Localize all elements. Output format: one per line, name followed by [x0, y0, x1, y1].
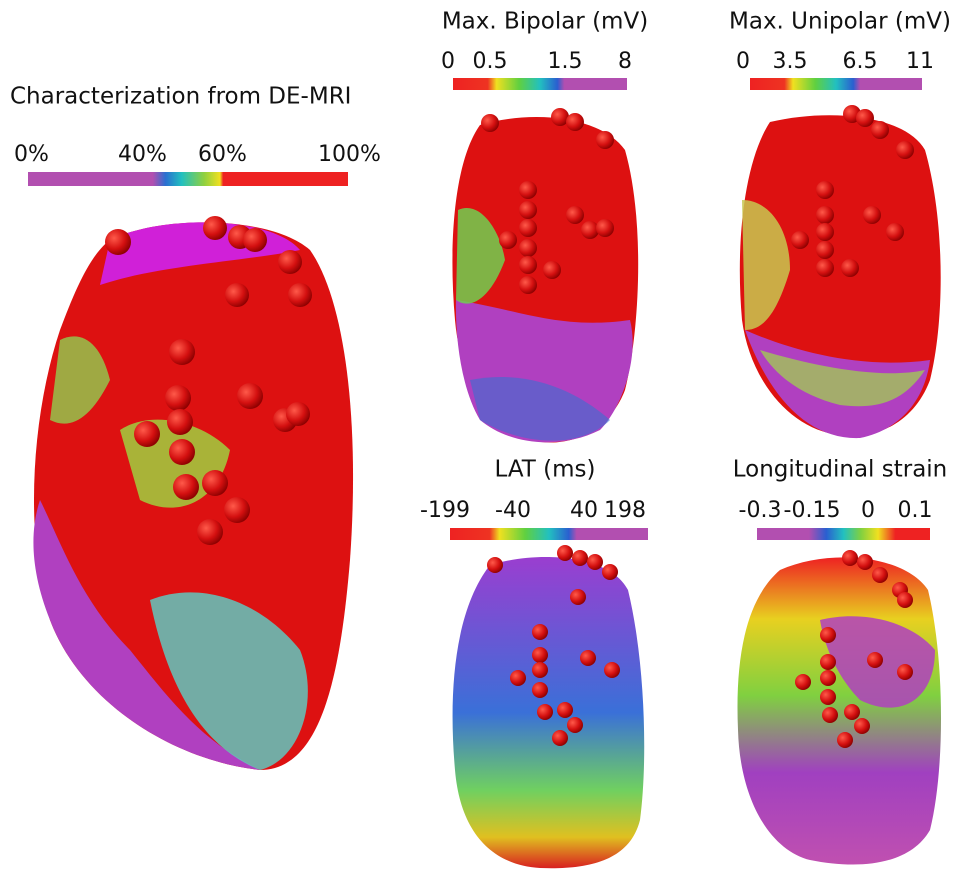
heart [740, 105, 941, 438]
colorbar-label: 198 [604, 498, 646, 523]
colorbar-label: 0 [736, 49, 750, 74]
colorbar-label: -40 [495, 498, 531, 523]
colorbar-label: 0 [861, 498, 875, 523]
colorbar-label: 6.5 [843, 49, 878, 74]
colorbar [453, 78, 627, 90]
heart [33, 216, 353, 770]
colorbar-label: 1.5 [548, 49, 583, 74]
panel-title: Characterization from DE-MRI [10, 84, 351, 110]
colorbar-label: 40 [570, 498, 598, 523]
colorbar-label: 8 [618, 49, 632, 74]
panel-title: LAT (ms) [495, 457, 596, 483]
colorbar [28, 172, 348, 186]
colorbar-label: -199 [420, 498, 470, 523]
panel-title: Max. Bipolar (mV) [442, 9, 648, 35]
panel-title: Max. Unipolar (mV) [729, 9, 951, 35]
heart [737, 550, 941, 865]
colorbar-label: 11 [906, 49, 934, 74]
panel-title: Longitudinal strain [733, 457, 948, 483]
colorbar-label: 0.1 [898, 498, 933, 523]
colorbar [450, 528, 648, 540]
colorbar-label: 100% [318, 142, 381, 167]
heart [453, 545, 645, 868]
colorbar-label: -0.15 [784, 498, 841, 523]
colorbar-label: 3.5 [773, 49, 808, 74]
heart [452, 108, 638, 443]
colorbar [757, 528, 930, 540]
figure: Characterization from DE-MRI 0% 40% 60% … [0, 0, 959, 879]
colorbar-label: 0% [14, 142, 49, 167]
colorbar-label: 0 [441, 49, 455, 74]
colorbar-label: 60% [198, 142, 247, 167]
colorbar [750, 78, 922, 90]
colorbar-label: -0.3 [739, 498, 782, 523]
colorbar-label: 0.5 [473, 49, 508, 74]
colorbar-label: 40% [118, 142, 167, 167]
